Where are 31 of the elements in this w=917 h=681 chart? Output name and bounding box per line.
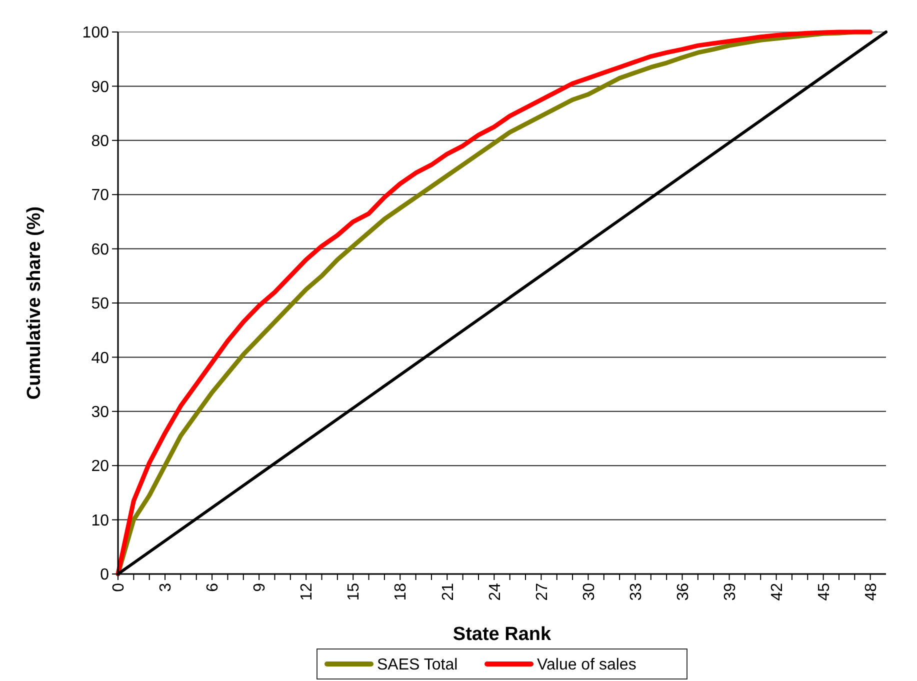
x-tick-label: 9 (252, 582, 269, 592)
x-tick-label: 18 (392, 582, 410, 601)
y-tick-label: 10 (91, 512, 110, 530)
y-tick-label: 70 (91, 187, 110, 204)
x-tick-label: 45 (816, 582, 833, 601)
x-tick-label: 27 (534, 582, 551, 601)
x-tick-label: 24 (486, 582, 504, 601)
x-tick-label: 15 (346, 582, 363, 601)
x-tick-label: 12 (298, 582, 316, 601)
y-tick-label: 80 (91, 133, 110, 150)
x-tick-label: 30 (580, 582, 598, 601)
x-axis-title: State Rank (452, 624, 552, 645)
legend-label: SAES Total (377, 656, 458, 674)
x-tick-label: 21 (440, 582, 457, 601)
x-tick-label: 42 (768, 582, 786, 601)
y-tick-label: 60 (91, 241, 110, 258)
x-tick-label: 33 (628, 582, 645, 601)
x-tick-label: 6 (204, 582, 222, 592)
y-tick-label: 40 (91, 350, 110, 367)
y-tick-label: 100 (82, 24, 110, 42)
x-tick-label: 48 (862, 582, 880, 601)
y-axis-title: Cumulative share (%) (24, 206, 45, 400)
x-tick-label: 3 (158, 582, 175, 592)
y-tick-label: 50 (91, 296, 110, 313)
x-tick-label: 36 (674, 582, 692, 601)
y-tick-label: 20 (91, 458, 110, 476)
y-tick-label: 30 (91, 404, 110, 421)
y-tick-label: 90 (91, 78, 110, 96)
legend-label: Value of sales (537, 656, 636, 674)
x-tick-label: 39 (722, 582, 739, 601)
x-tick-label: 0 (110, 582, 128, 592)
